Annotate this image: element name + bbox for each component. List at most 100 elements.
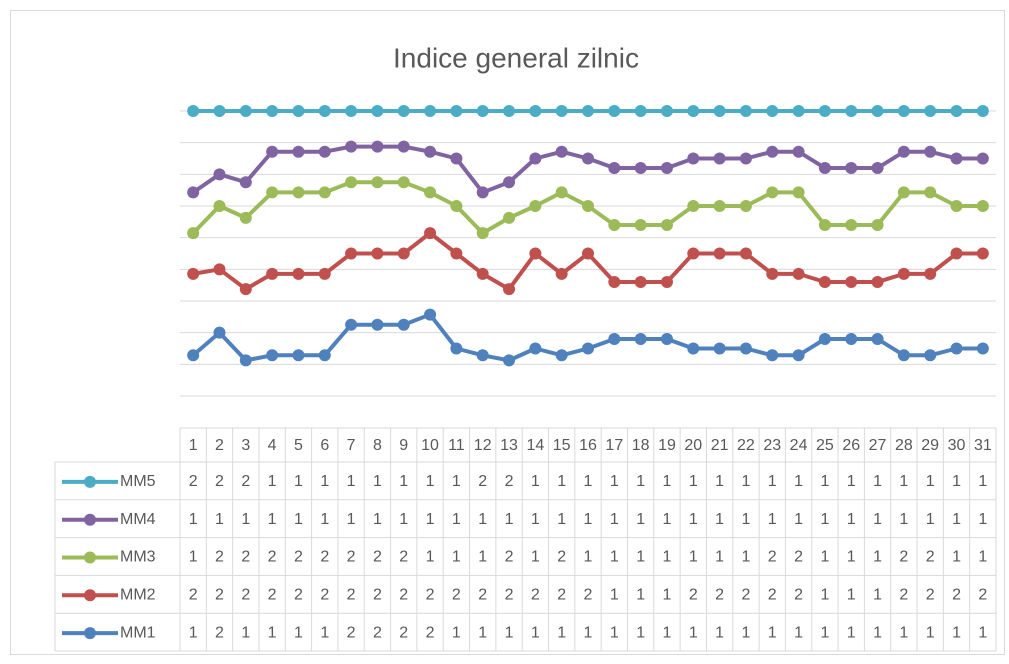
- legend-label: MM1: [120, 624, 156, 641]
- table-value: 1: [663, 587, 672, 604]
- legend-marker: [84, 589, 96, 602]
- table-value: 2: [899, 549, 908, 566]
- point: [897, 349, 910, 362]
- point: [687, 152, 700, 165]
- table-value: 2: [505, 587, 514, 604]
- table-value: 1: [584, 549, 593, 566]
- table-value: 1: [636, 624, 645, 641]
- point: [950, 105, 963, 117]
- point: [503, 211, 516, 224]
- table-value: 1: [268, 624, 277, 641]
- table-value: 2: [478, 587, 487, 604]
- point: [924, 186, 937, 199]
- x-tick-label: 3: [241, 437, 250, 454]
- point: [766, 105, 779, 117]
- table-value: 1: [636, 511, 645, 528]
- table-value: 2: [189, 587, 198, 604]
- point: [976, 200, 989, 212]
- point: [555, 349, 568, 362]
- point: [871, 219, 884, 231]
- point: [871, 276, 884, 288]
- point: [924, 145, 937, 158]
- table-value: 1: [952, 624, 961, 641]
- table-value: 1: [768, 624, 777, 641]
- point: [345, 247, 358, 260]
- table-value: 2: [399, 549, 408, 566]
- table-value: 1: [689, 473, 698, 490]
- table-value: 1: [531, 473, 540, 490]
- table-value: 1: [610, 587, 619, 604]
- point: [766, 349, 779, 362]
- point: [713, 342, 726, 355]
- x-tick-label: 21: [711, 437, 729, 454]
- table-value: 2: [373, 587, 382, 604]
- table-value: 1: [847, 511, 856, 528]
- point: [476, 349, 489, 362]
- table-value: 1: [741, 624, 750, 641]
- point: [660, 162, 673, 174]
- table-value: 1: [847, 624, 856, 641]
- table-value: 1: [873, 549, 882, 566]
- table-value: 1: [478, 549, 487, 566]
- table-value: 1: [320, 473, 329, 490]
- table-value: 2: [268, 587, 277, 604]
- point: [739, 342, 752, 355]
- table-value: 2: [505, 549, 514, 566]
- table-value: 1: [557, 473, 566, 490]
- table-value: 1: [663, 473, 672, 490]
- point: [266, 349, 279, 362]
- x-tick-label: 5: [294, 437, 303, 454]
- point: [924, 349, 937, 362]
- table-value: 2: [189, 473, 198, 490]
- table-value: 1: [268, 473, 277, 490]
- table-value: 1: [873, 473, 882, 490]
- x-tick-label: 28: [895, 437, 913, 454]
- table-value: 1: [294, 624, 303, 641]
- point: [950, 247, 963, 260]
- table-value: 1: [741, 511, 750, 528]
- point: [713, 247, 726, 260]
- point: [371, 176, 384, 189]
- point: [397, 176, 410, 189]
- x-tick-label: 30: [948, 437, 966, 454]
- table-value: 1: [926, 624, 935, 641]
- point: [976, 247, 989, 260]
- table-value: 1: [768, 511, 777, 528]
- x-tick-label: 12: [474, 437, 492, 454]
- table-value: 1: [426, 511, 435, 528]
- table-value: 1: [584, 473, 593, 490]
- table-value: 2: [268, 549, 277, 566]
- table-value: 1: [899, 624, 908, 641]
- point: [555, 186, 568, 199]
- point: [424, 308, 437, 321]
- table-value: 1: [294, 511, 303, 528]
- x-tick-label: 24: [790, 437, 808, 454]
- table-value: 2: [347, 587, 356, 604]
- point: [239, 283, 252, 296]
- point: [213, 200, 226, 212]
- point: [766, 145, 779, 158]
- table-value: 1: [452, 473, 461, 490]
- point: [634, 105, 647, 117]
- point: [608, 333, 621, 345]
- point: [608, 105, 621, 117]
- point: [818, 333, 831, 345]
- legend-marker: [84, 475, 96, 488]
- table-value: 1: [610, 473, 619, 490]
- table-value: 1: [531, 624, 540, 641]
- table-value: 2: [347, 549, 356, 566]
- table-value: 1: [873, 624, 882, 641]
- point: [608, 219, 621, 231]
- point: [187, 349, 200, 362]
- x-tick-label: 13: [500, 437, 518, 454]
- point: [976, 105, 989, 117]
- table-value: 1: [794, 473, 803, 490]
- point: [213, 326, 226, 339]
- x-tick-label: 8: [373, 437, 382, 454]
- point: [476, 227, 489, 240]
- table-value: 1: [452, 549, 461, 566]
- point: [239, 354, 252, 367]
- point: [634, 276, 647, 288]
- point: [687, 200, 700, 212]
- x-tick-label: 1: [189, 437, 198, 454]
